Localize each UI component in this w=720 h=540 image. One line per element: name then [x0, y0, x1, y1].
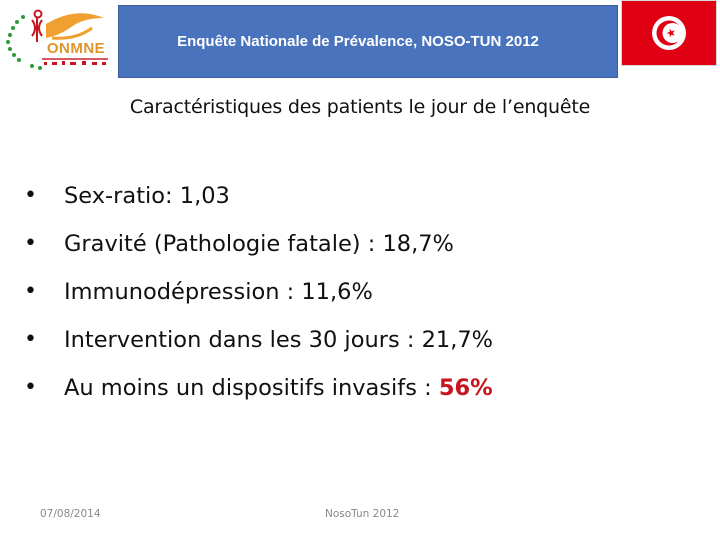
slide-title: Caractéristiques des patients le jour de… — [129, 96, 591, 118]
header-banner: Enquête Nationale de Prévalence, NOSO-TU… — [118, 5, 618, 78]
bullet-text: Au moins un dispositifs invasifs : — [64, 375, 439, 401]
bullet-icon: • — [24, 375, 37, 400]
list-item: • Gravité (Pathologie fatale) : 18,7% — [24, 220, 493, 268]
highlight-value: 56% — [438, 375, 493, 401]
bullet-icon: • — [24, 279, 37, 304]
footer-label: NosoTun 2012 — [325, 508, 400, 520]
list-item: • Immunodépression : 11,6% — [24, 268, 493, 316]
bullet-icon: • — [24, 231, 37, 256]
footer-date: 07/08/2014 — [40, 508, 101, 520]
bullet-icon: • — [24, 183, 37, 208]
list-item: • Intervention dans les 30 jours : 21,7% — [24, 316, 493, 364]
banner-title: Enquête Nationale de Prévalence, NOSO-TU… — [177, 33, 539, 50]
list-item: • Au moins un dispositifs invasifs : 56% — [24, 364, 493, 412]
logo-text: ONMNE — [47, 40, 105, 57]
flag-emblem-icon — [622, 1, 716, 65]
bullet-icon: • — [24, 327, 37, 352]
bullet-text: Sex-ratio: 1,03 — [64, 183, 230, 209]
tunisia-flag — [622, 1, 716, 65]
bullet-text: Gravité (Pathologie fatale) : 18,7% — [64, 231, 454, 257]
bullet-text: Intervention dans les 30 jours : 21,7% — [64, 327, 494, 353]
list-item: • Sex-ratio: 1,03 — [24, 172, 493, 220]
bullet-list: • Sex-ratio: 1,03 • Gravité (Pathologie … — [24, 172, 493, 412]
onmne-logo-graphic: ONMNE — [6, 9, 108, 70]
bullet-text: Immunodépression : 11,6% — [64, 279, 373, 305]
onmne-logo: ONMNE — [2, 2, 114, 74]
